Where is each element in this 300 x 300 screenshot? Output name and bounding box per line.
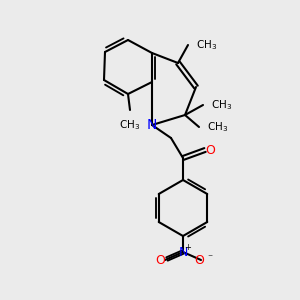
Text: N: N [178,245,188,259]
Text: CH$_3$: CH$_3$ [119,118,141,132]
Text: O: O [155,254,165,266]
Text: O: O [205,143,215,157]
Text: O: O [194,254,204,266]
Text: +: + [184,244,191,253]
Text: CH$_3$: CH$_3$ [196,38,217,52]
Text: ⁻: ⁻ [207,253,213,263]
Text: N: N [147,118,157,132]
Text: CH$_3$: CH$_3$ [211,98,232,112]
Text: CH$_3$: CH$_3$ [207,120,228,134]
